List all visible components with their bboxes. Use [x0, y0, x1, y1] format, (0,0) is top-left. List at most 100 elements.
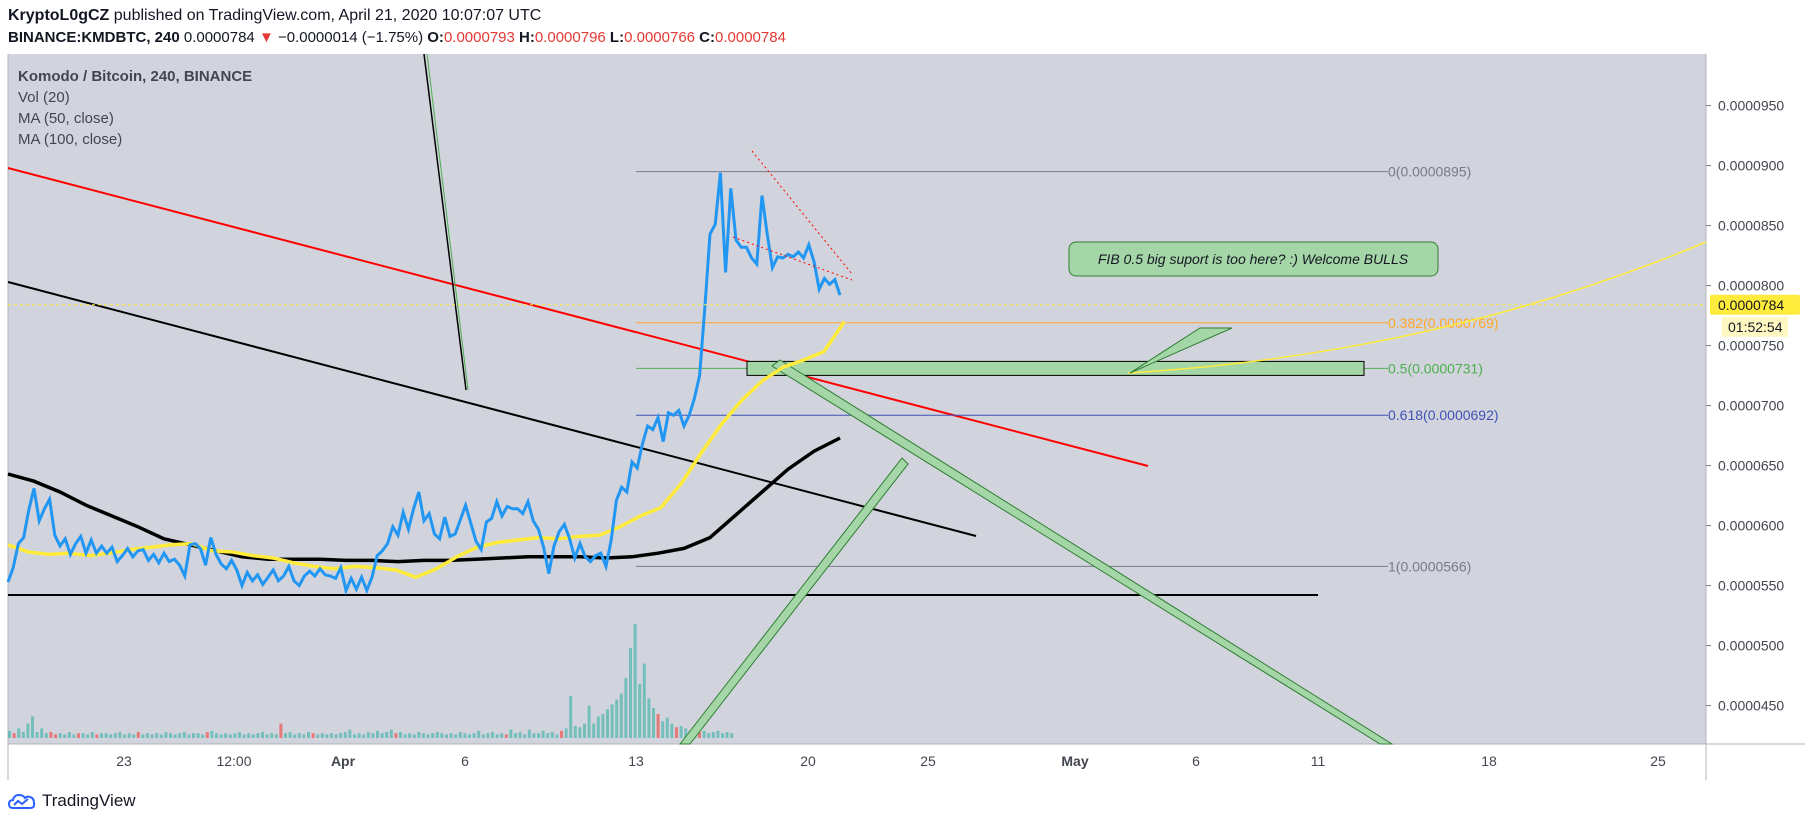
volume-bar — [431, 733, 435, 738]
volume-bar — [504, 734, 508, 738]
steep-trend-line — [423, 53, 467, 391]
down-arrow-icon: ▼ — [258, 29, 274, 46]
x-tick-label: 13 — [628, 753, 644, 769]
volume-bar — [684, 728, 688, 738]
wedge-lower-line — [732, 236, 853, 281]
volume-bar — [514, 733, 517, 738]
volume-bar — [247, 733, 251, 738]
volume-bar — [132, 734, 136, 738]
y-tick-label: 0.0000500 — [1718, 638, 1784, 654]
volume-bar — [54, 734, 57, 738]
y-tick-label: 0.0000550 — [1718, 578, 1784, 594]
volume-bar — [523, 734, 527, 738]
volume-bar — [100, 733, 103, 738]
volume-bar — [17, 728, 21, 738]
volume-bar — [537, 733, 540, 738]
red-trend-line — [7, 167, 1149, 467]
volume-bar — [610, 704, 614, 738]
last-price: 0.0000784 — [183, 29, 255, 46]
volume-bar — [242, 734, 246, 738]
x-tick-label: 6 — [461, 753, 469, 769]
low-value: 0.0000766 — [624, 29, 695, 46]
volume-bar — [146, 733, 149, 738]
volume-bar — [40, 728, 44, 738]
volume-bar — [477, 730, 481, 738]
volume-bar — [435, 732, 439, 738]
volume-bar — [702, 730, 706, 738]
ma50-projection-curve — [1127, 241, 1707, 374]
volume-bar — [647, 698, 651, 738]
volume-bar — [274, 734, 278, 738]
volume-bar — [265, 734, 269, 738]
volume-bar — [205, 732, 209, 738]
volume-bar — [196, 733, 200, 738]
volume-bar — [569, 696, 573, 738]
chart-area[interactable]: 0.0000950 0.0000900 0.0000850 0.0000800 0.00… — [0, 53, 1805, 780]
volume-bar — [21, 732, 25, 738]
volume-bar — [601, 714, 605, 738]
volume-bar — [376, 730, 379, 738]
volume-bar — [320, 733, 324, 738]
volume-bar — [362, 734, 366, 738]
volume-bar — [164, 732, 168, 738]
y-tick-label: 0.0000850 — [1718, 218, 1784, 234]
volume-bar — [578, 727, 582, 738]
fib-level-label: 0.5(0.0000731) — [1388, 360, 1483, 376]
volume-bar — [583, 723, 586, 738]
y-tick-label: 0.0000700 — [1718, 398, 1784, 414]
volume-bar — [698, 732, 701, 738]
volume-bar — [656, 714, 660, 738]
countdown-badge — [1722, 316, 1788, 337]
volume-bar — [389, 729, 393, 738]
volume-bar — [35, 732, 39, 738]
volume-bar — [661, 721, 665, 738]
volume-bar — [109, 734, 113, 738]
legend-ma100: MA (100, close) — [18, 131, 123, 148]
x-tick-label: 23 — [116, 753, 132, 769]
volume-bar — [679, 726, 683, 738]
volume-bar — [486, 733, 490, 738]
volume-bar — [463, 733, 467, 738]
volume-bar — [182, 732, 186, 738]
volume-bar — [316, 734, 320, 738]
volume-bar — [670, 723, 674, 738]
tradingview-brand: TradingView — [42, 791, 136, 810]
volume-bar — [357, 733, 361, 738]
volume-bar — [270, 733, 274, 738]
volume-bar — [606, 709, 609, 738]
volume-bar — [532, 733, 536, 738]
volume-bar — [458, 732, 462, 738]
countdown-label: 01:52:54 — [1728, 319, 1783, 335]
x-tick-label: 25 — [1650, 753, 1666, 769]
wedge-upper-line — [751, 150, 853, 275]
falling-channel — [771, 359, 1394, 745]
volume-bar — [238, 732, 241, 738]
volume-bar — [642, 663, 646, 738]
tradingview-logo[interactable]: TradingView — [8, 788, 136, 814]
volume-bar — [251, 734, 255, 738]
volume-bar — [573, 726, 577, 738]
volume-bar — [371, 733, 375, 738]
volume-bar — [150, 734, 154, 738]
y-tick-label: 0.0000450 — [1718, 698, 1784, 714]
volume-bar — [426, 734, 430, 738]
volume-bar — [652, 708, 655, 738]
steep-trend-line-green — [426, 53, 469, 391]
volume-bar — [366, 732, 370, 738]
volume-bar — [201, 734, 205, 738]
y-tick-label: 0.0000750 — [1718, 338, 1784, 354]
publish-header: KryptoL0gCZ published on TradingView.com… — [8, 6, 541, 26]
volume-bar — [716, 730, 720, 738]
volume-bar — [675, 727, 678, 738]
volume-bar — [518, 732, 522, 738]
fib-level-label: 0.382(0.0000769) — [1388, 315, 1499, 331]
volume-bar — [665, 717, 669, 738]
volume-bar — [334, 734, 338, 738]
price-change: −0.0000014 (−1.75%) — [277, 29, 424, 46]
volume-bar — [615, 699, 619, 738]
volume-bar — [541, 730, 545, 738]
volume-bar — [127, 733, 131, 738]
price-chart[interactable]: 0.0000950 0.0000900 0.0000850 0.0000800 0.00… — [0, 53, 1805, 780]
y-tick-label: 0.0000950 — [1718, 98, 1784, 114]
x-tick-label: Apr — [331, 753, 356, 769]
